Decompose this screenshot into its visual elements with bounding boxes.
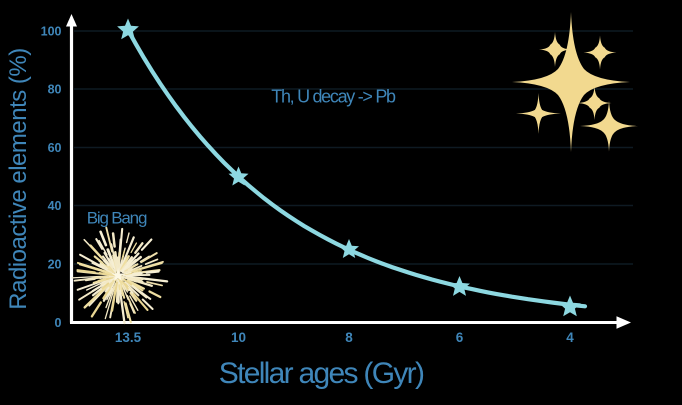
svg-text:4: 4 xyxy=(566,330,574,345)
svg-text:Radioactive elements (%): Radioactive elements (%) xyxy=(5,48,32,309)
svg-text:Th, U decay -> Pb: Th, U decay -> Pb xyxy=(271,87,396,107)
svg-text:100: 100 xyxy=(41,25,62,39)
svg-text:Stellar ages (Gyr): Stellar ages (Gyr) xyxy=(219,357,424,390)
svg-text:0: 0 xyxy=(55,316,62,330)
svg-text:6: 6 xyxy=(456,330,464,345)
svg-text:20: 20 xyxy=(48,258,62,272)
svg-text:40: 40 xyxy=(48,199,62,213)
svg-text:80: 80 xyxy=(48,83,62,97)
svg-text:8: 8 xyxy=(345,330,353,345)
svg-text:Big Bang: Big Bang xyxy=(87,209,147,228)
svg-text:10: 10 xyxy=(231,330,246,345)
svg-text:60: 60 xyxy=(48,141,62,155)
svg-text:13.5: 13.5 xyxy=(115,330,142,345)
